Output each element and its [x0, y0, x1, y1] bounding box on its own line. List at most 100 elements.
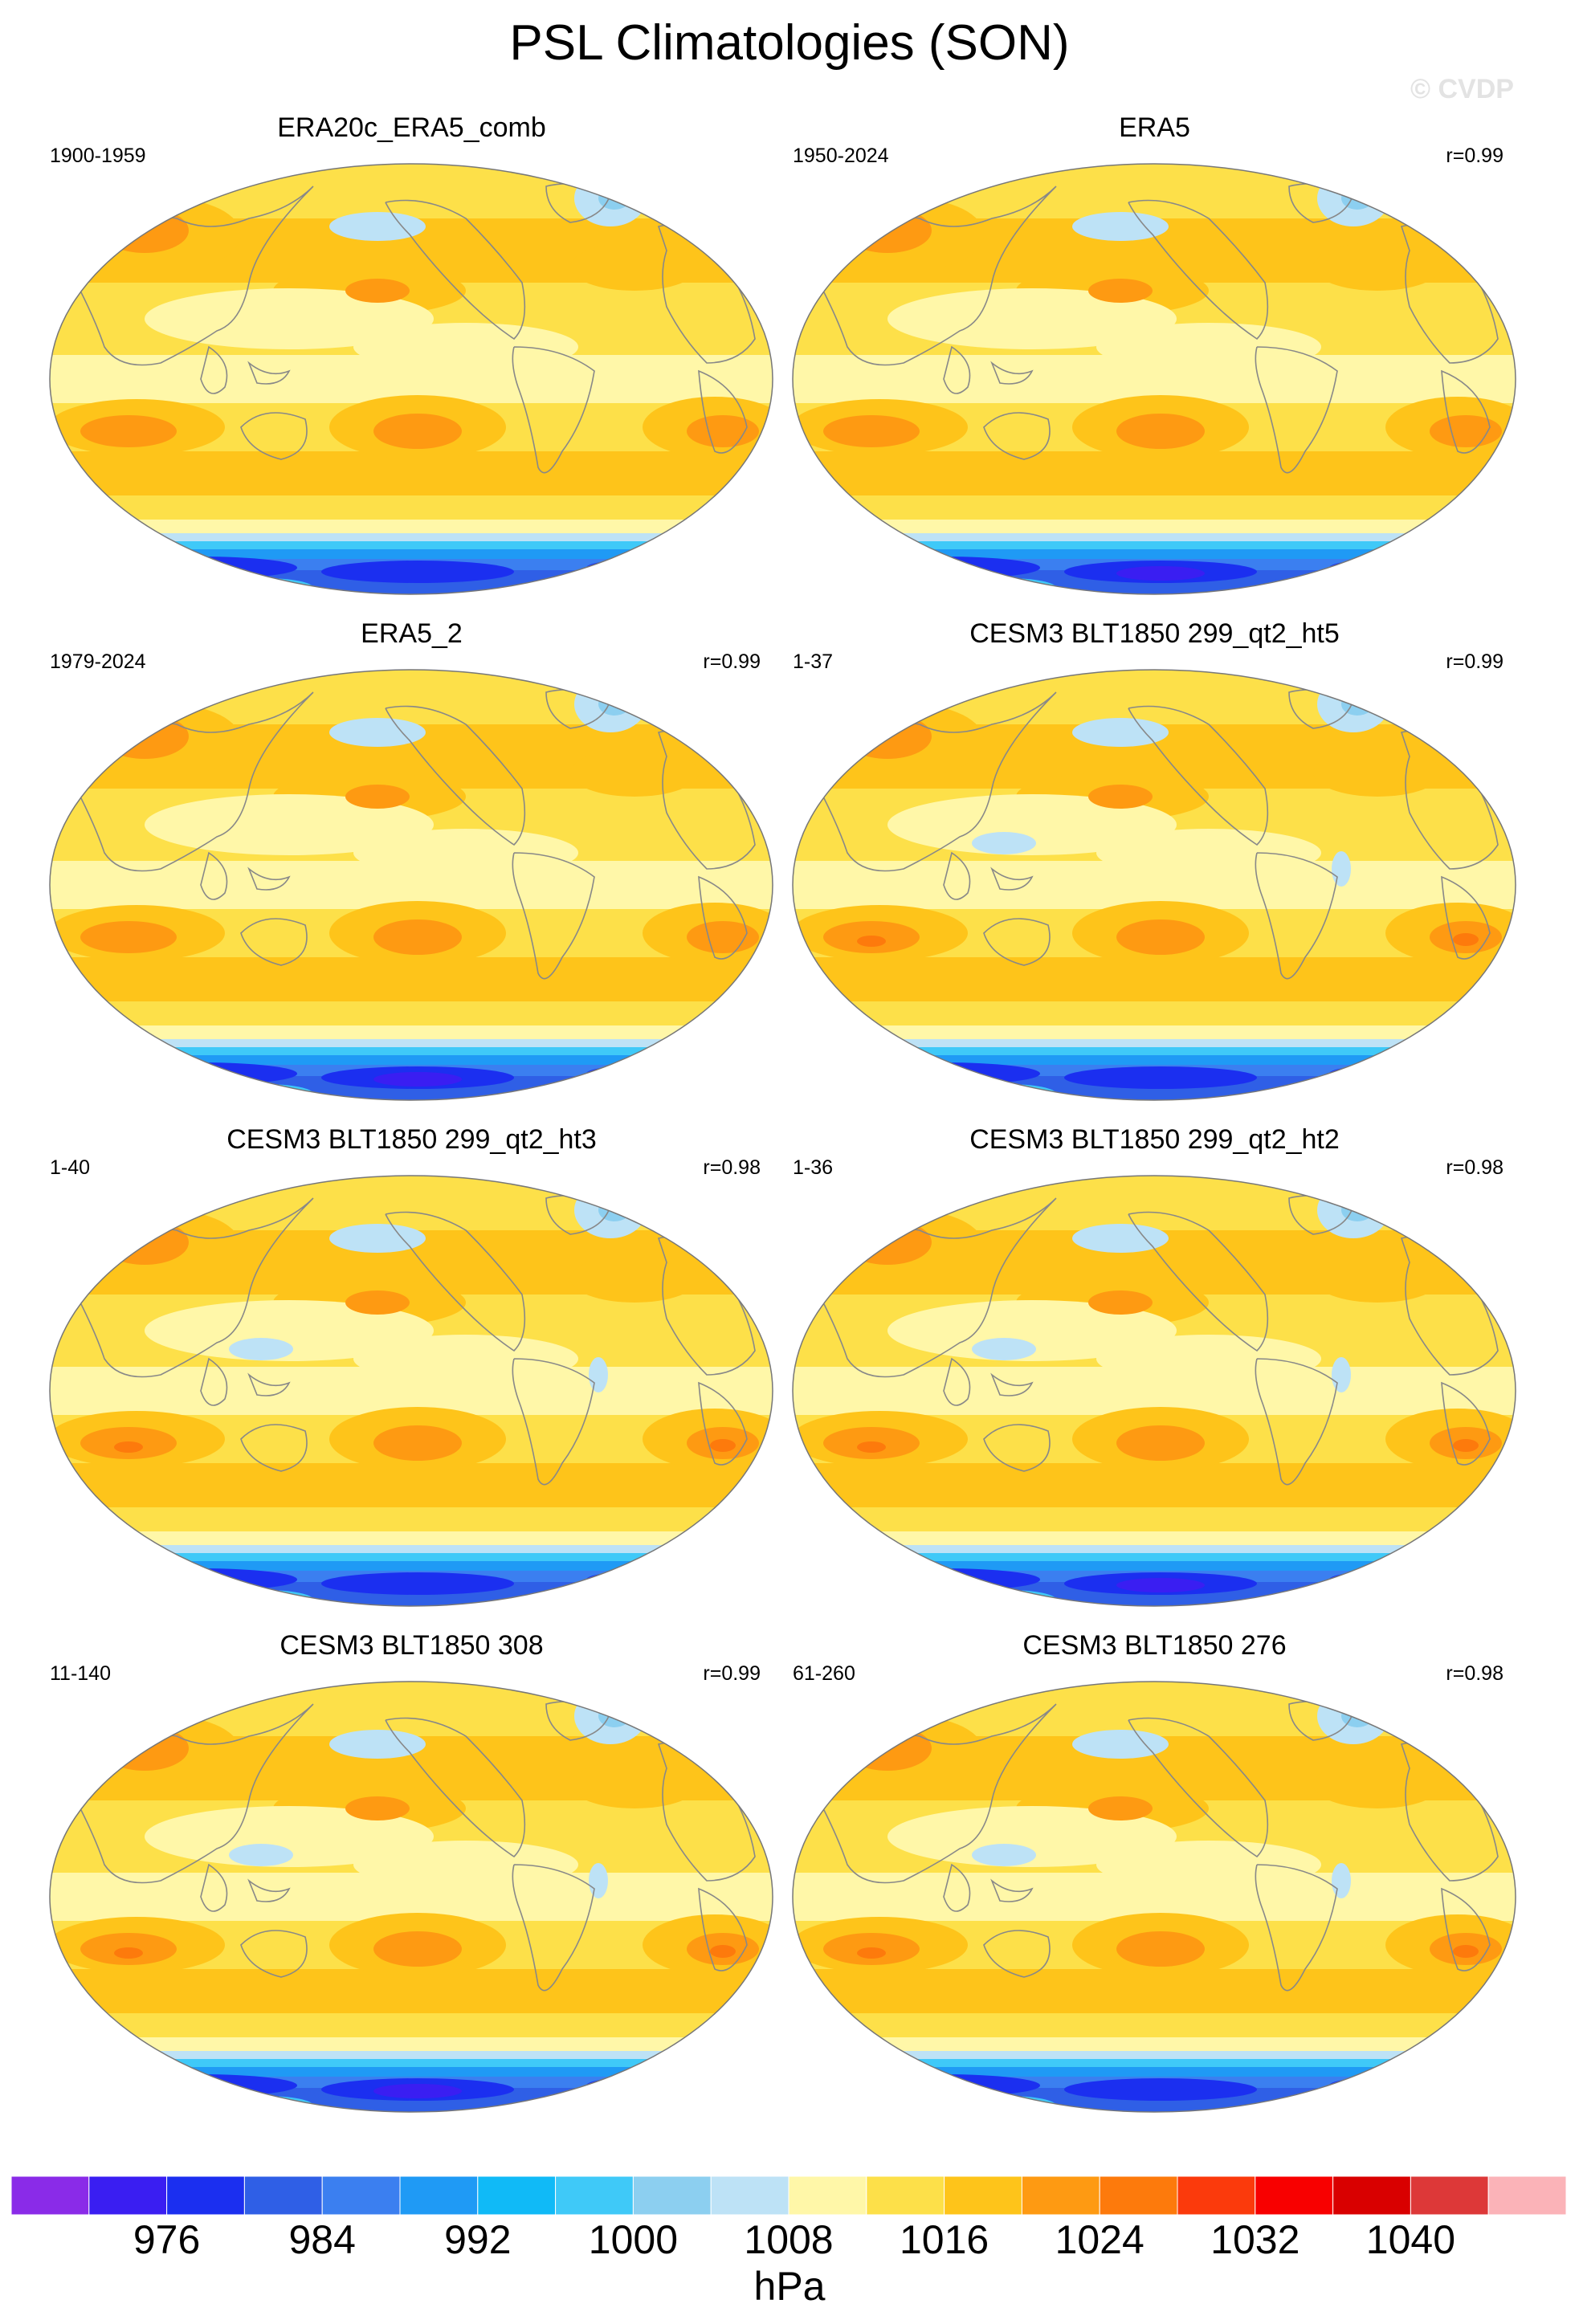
high-pressure-core: [373, 919, 462, 955]
coastline: [822, 691, 1057, 872]
circumpolar-low: [586, 2076, 731, 2095]
colorbar-swatch: [1177, 2176, 1256, 2215]
pressure-band: [50, 1545, 773, 1553]
tropical-low: [1332, 1863, 1351, 1898]
tropical-low: [589, 1357, 608, 1392]
map-boundary: [49, 1681, 773, 2113]
high-pressure-core: [345, 1290, 410, 1315]
circumpolar-low: [104, 1568, 297, 1591]
high-pressure-cell: [353, 829, 578, 877]
antarctic-patch: [879, 588, 944, 594]
cvdp-watermark: © CVDP: [1410, 74, 1514, 104]
icelandic-low: [574, 170, 647, 226]
coastline: [1128, 1211, 1269, 1352]
colorbar-tick-labels: 976 984 992 1000 1008 1016 1024 1032 1040: [11, 2216, 1566, 2265]
circumpolar-low: [1329, 1064, 1474, 1083]
aleutian-low: [1072, 1224, 1169, 1253]
high-pressure-core: [373, 414, 462, 449]
coastline: [943, 1357, 971, 1406]
high-pressure-cell: [887, 794, 1177, 855]
high-pressure-cell: [353, 1335, 578, 1383]
circumpolar-low: [847, 1062, 1040, 1085]
circumpolar-low: [1064, 1066, 1257, 1089]
high-pressure-max: [114, 1441, 143, 1453]
circumpolar-low: [847, 2074, 1040, 2097]
pressure-band: [50, 1682, 773, 1736]
pressure-band: [793, 670, 1516, 724]
coastline: [1255, 1358, 1338, 1486]
icelandic-low: [1317, 1688, 1389, 1744]
aleutian-low: [329, 1730, 426, 1759]
coastline: [1255, 1864, 1338, 1992]
pressure-band: [50, 2013, 773, 2037]
high-pressure-cell: [353, 323, 578, 371]
map-boundary: [792, 669, 1516, 1101]
circumpolar-low: [321, 561, 514, 583]
coastline: [80, 186, 314, 366]
aleutian-low: [1072, 1730, 1169, 1759]
panel-period: 1979-2024: [50, 650, 146, 673]
high-pressure-max: [857, 1441, 886, 1453]
panel-period: 1-36: [793, 1156, 834, 1179]
high-pressure-core: [687, 921, 759, 953]
colorbar-swatch: [1410, 2176, 1489, 2215]
pressure-band: [50, 2059, 773, 2067]
high-pressure-cell: [570, 1760, 699, 1808]
antarctic-patch: [1249, 586, 1329, 594]
high-pressure-core: [687, 415, 759, 447]
pressure-band: [50, 520, 773, 533]
antarctic-patch: [879, 2106, 944, 2112]
coastline: [512, 852, 595, 980]
coastline: [983, 918, 1051, 966]
high-pressure-cell: [1096, 323, 1321, 371]
panel-title: CESM3 BLT1850 299_qt2_ht3: [226, 1124, 597, 1155]
tropical-low: [972, 1338, 1036, 1360]
tropical-low: [589, 1863, 608, 1898]
psl-map: [49, 669, 773, 1101]
pressure-band: [793, 2013, 1516, 2037]
colorbar-swatch: [399, 2176, 479, 2215]
colorbar-swatch: [1487, 2176, 1566, 2215]
pressure-band: [793, 2037, 1516, 2051]
high-pressure-max: [114, 1947, 143, 1959]
circumpolar-low-core: [373, 1072, 462, 1087]
high-pressure-cell: [353, 1841, 578, 1889]
colorbar-swatch: [243, 2176, 323, 2215]
high-pressure-core: [345, 1796, 410, 1820]
circumpolar-low: [1329, 2076, 1474, 2095]
antarctic-patch: [879, 1600, 944, 1606]
tropical-low: [1332, 851, 1351, 887]
high-pressure-cell: [1096, 1841, 1321, 1889]
psl-map: [792, 669, 1516, 1101]
coastline: [822, 1703, 1057, 1884]
circumpolar-low: [847, 1568, 1040, 1591]
high-pressure-cell: [1313, 1254, 1442, 1303]
pressure-band: [50, 541, 773, 549]
high-pressure-core: [100, 714, 189, 759]
pressure-band: [793, 164, 1516, 218]
circumpolar-low-core: [1116, 566, 1205, 581]
coastline: [512, 1864, 595, 1992]
colorbar-swatch: [88, 2176, 168, 2215]
coastline: [247, 1878, 291, 1902]
coastline: [1255, 346, 1338, 474]
coastline: [247, 1372, 291, 1396]
high-pressure-cell: [145, 794, 434, 855]
high-pressure-core: [823, 415, 920, 447]
coastline: [247, 866, 291, 891]
colorbar-tick: 1008: [744, 2217, 834, 2262]
pressure-band: [50, 670, 773, 724]
panel-title: CESM3 BLT1850 299_qt2_ht5: [969, 618, 1340, 649]
pressure-band: [50, 1001, 773, 1025]
panel-correlation: r=0.98: [1446, 1156, 1504, 1179]
pressure-band: [793, 495, 1516, 520]
coastline: [80, 1703, 314, 1884]
pressure-band: [50, 1055, 773, 1065]
pressure-band: [793, 520, 1516, 533]
colorbar-units: hPa: [753, 2264, 826, 2309]
coastline: [698, 875, 748, 960]
high-pressure-core: [373, 1425, 462, 1461]
colorbar-swatch: [866, 2176, 945, 2215]
circumpolar-low-core: [1116, 1578, 1205, 1592]
colorbar-swatch: [632, 2176, 712, 2215]
